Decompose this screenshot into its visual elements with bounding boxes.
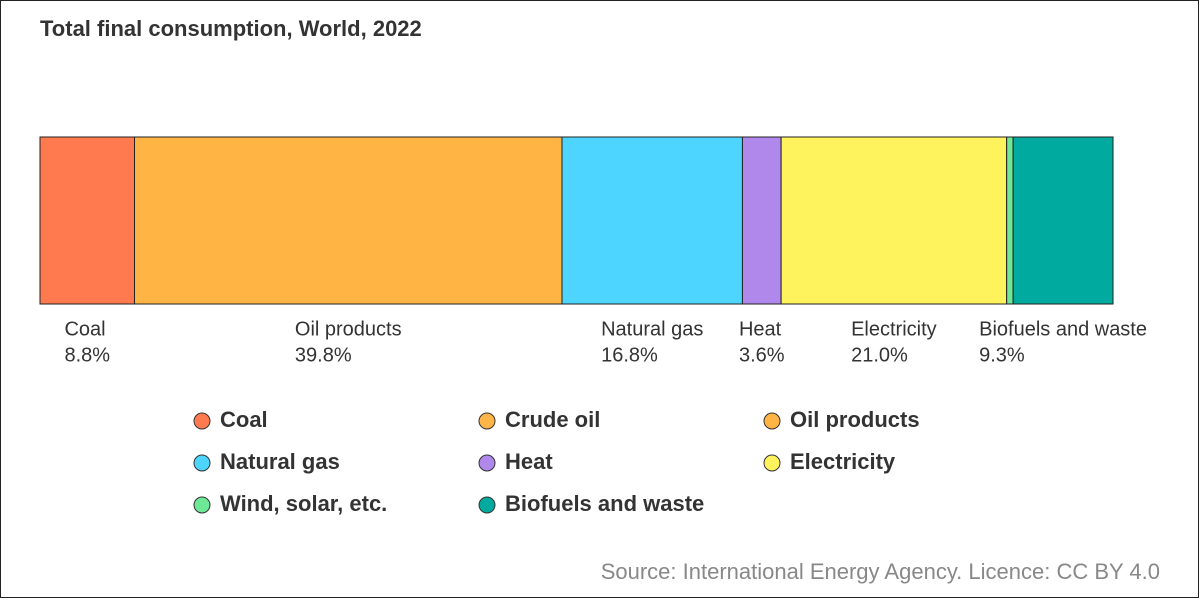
legend-swatch [763, 454, 781, 472]
legend-swatch [478, 454, 496, 472]
legend-label: Coal [220, 407, 268, 432]
segment-label: Biofuels and waste [979, 318, 1147, 340]
value-label: 39.8% [295, 344, 352, 366]
chart-title: Total final consumption, World, 2022 [40, 16, 422, 41]
segment-label: Heat [739, 318, 782, 340]
bar-segment [561, 136, 743, 305]
value-label: 9.3% [979, 344, 1025, 366]
bar-segment [1012, 136, 1114, 305]
legend-swatch [193, 454, 211, 472]
segment-label: Coal [64, 318, 105, 340]
legend-label: Natural gas [220, 449, 340, 474]
legend-label: Biofuels and waste [505, 491, 704, 516]
bar-segment [780, 136, 1008, 305]
bar-segment [39, 136, 136, 305]
source: Source: International Energy Agency. Lic… [601, 559, 1160, 584]
legend-swatch [193, 412, 211, 430]
bar-segment [1006, 136, 1014, 305]
legend-label: Electricity [790, 449, 896, 474]
legend-swatch [478, 496, 496, 514]
value-label: 16.8% [601, 344, 658, 366]
legend-label: Oil products [790, 407, 920, 432]
legend-label: Heat [505, 449, 553, 474]
value-label: 21.0% [851, 344, 908, 366]
value-label: 8.8% [64, 344, 110, 366]
segment-label: Oil products [295, 318, 402, 340]
bar-segment [134, 136, 563, 305]
bar-segment [741, 136, 782, 305]
legend-swatch [193, 496, 211, 514]
legend-swatch [763, 412, 781, 430]
value-label: 3.6% [739, 344, 785, 366]
legend-label: Wind, solar, etc. [220, 491, 387, 516]
segment-label: Electricity [851, 318, 937, 340]
legend-label: Crude oil [505, 407, 600, 432]
legend-swatch [478, 412, 496, 430]
segment-label: Natural gas [601, 318, 703, 340]
